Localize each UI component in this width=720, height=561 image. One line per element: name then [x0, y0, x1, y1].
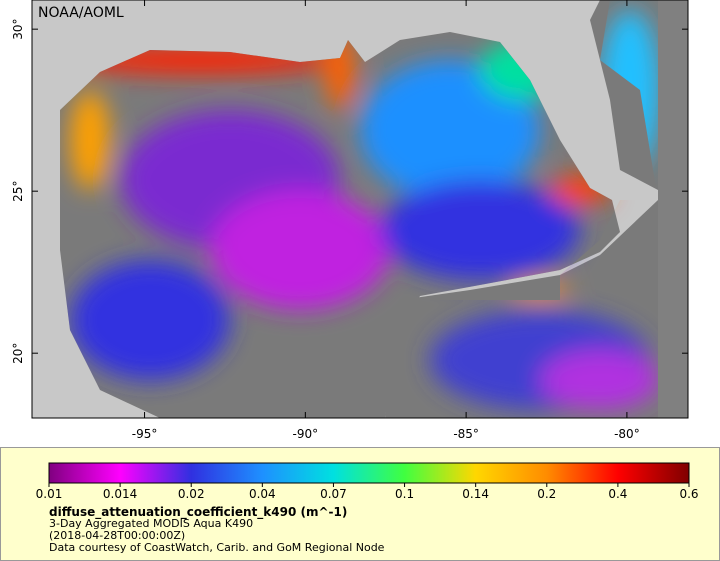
- colorbar-tick-label: 0.4: [608, 487, 627, 498]
- x-tick-label: -95°: [132, 427, 158, 441]
- legend-line: (2018-04-28T00:00:00Z): [49, 529, 186, 542]
- colorbar-tick-label: 0.02: [178, 487, 205, 498]
- y-tick-label: 20°: [11, 343, 25, 364]
- colorbar-tick-label: 0.6: [679, 487, 698, 498]
- colorbar-ramp: [48, 462, 690, 484]
- y-tick-label: 25°: [11, 181, 25, 202]
- k490-field: [60, 10, 658, 410]
- legend-title: diffuse_attenuation_coefficient_k490 (m^…: [49, 505, 348, 519]
- colorbar-tick-label: 0.1: [395, 487, 414, 498]
- x-tick-label: -90°: [293, 427, 319, 441]
- x-tick-label: -80°: [614, 427, 640, 441]
- colorbar-tick-label: 0.014: [103, 487, 137, 498]
- x-tick-label: -85°: [453, 427, 479, 441]
- watermark: NOAA/AOML: [38, 5, 124, 21]
- colorbar-tick-label: 0.01: [36, 487, 63, 498]
- colorbar-tick-label: 0.07: [320, 487, 347, 498]
- legend-line: Data courtesy of CoastWatch, Carib. and …: [49, 541, 385, 554]
- map-frame: [31, 0, 689, 419]
- y-tick-label: 30°: [11, 19, 25, 40]
- colorbar-tick-label: 0.04: [249, 487, 276, 498]
- map-panel: NOAA/AOML -95° -90° -85° -80° 20° 25° 30°: [11, 0, 689, 441]
- colorbar: 0.01 0.014 0.02 0.04 0.07 0.1 0.14 0.2 0.4 0.6: [36, 462, 699, 498]
- legend-panel: 0.01 0.014 0.02 0.04 0.07 0.1 0.14 0.2 0.4 0.6 di…: [0, 447, 720, 561]
- no-data: [658, 0, 688, 418]
- legend-line: 3-Day Aggregated MODIS Aqua K490: [49, 517, 254, 530]
- colorbar-tick-label: 0.2: [537, 487, 556, 498]
- colorbar-tick-label: 0.14: [462, 487, 489, 498]
